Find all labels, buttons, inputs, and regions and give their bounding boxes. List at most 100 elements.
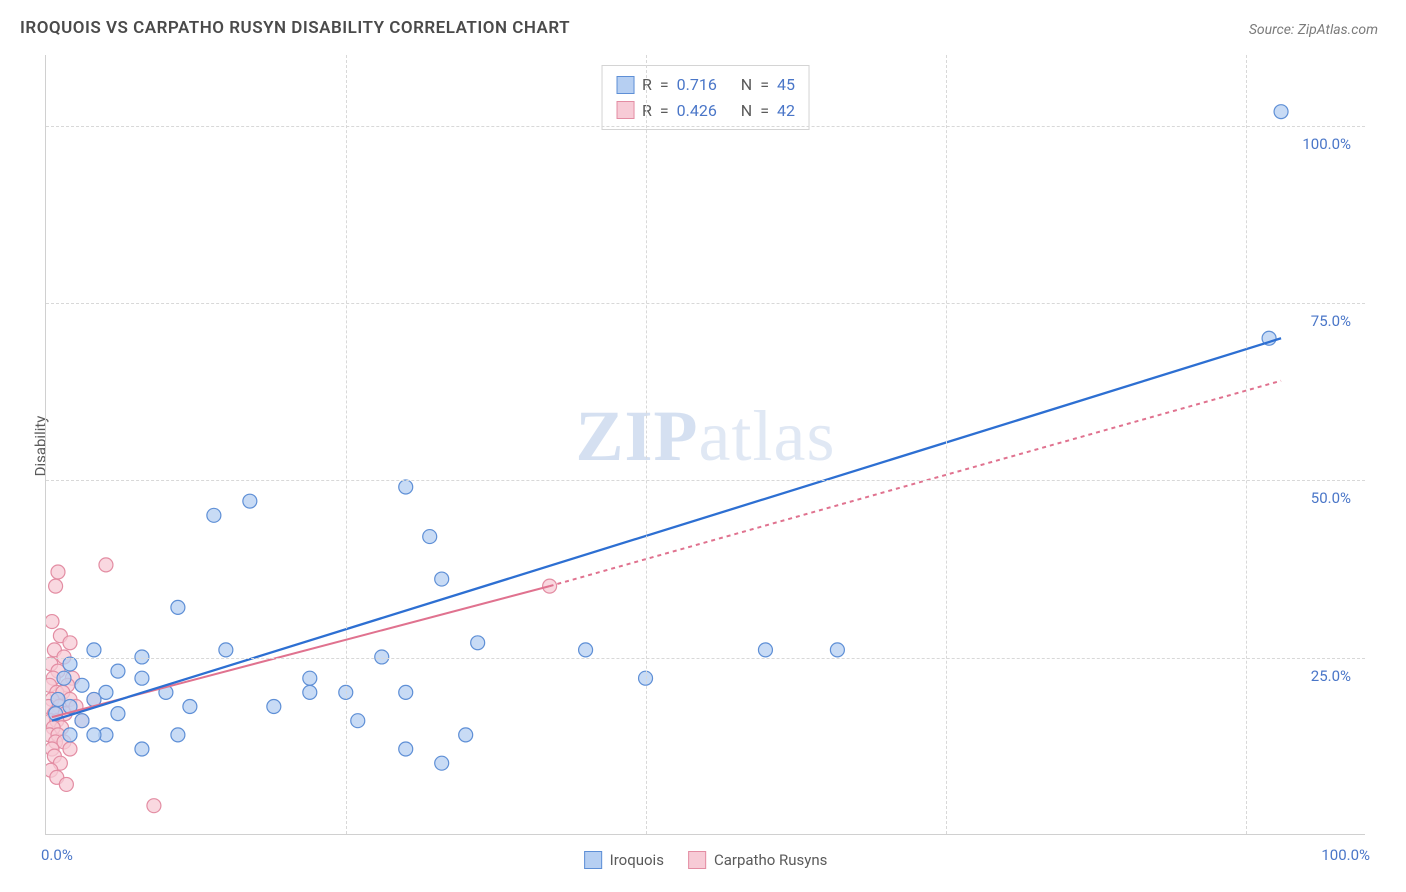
scatter-point xyxy=(53,629,67,643)
watermark-atlas: atlas xyxy=(699,396,836,476)
scatter-point xyxy=(99,558,113,572)
scatter-point xyxy=(63,700,77,714)
scatter-point xyxy=(61,678,75,692)
scatter-point xyxy=(47,707,61,721)
x-tick-label: 0.0% xyxy=(41,846,73,864)
chart-svg xyxy=(46,55,1365,834)
scatter-point xyxy=(303,671,317,685)
scatter-point xyxy=(135,742,149,756)
gridline-h xyxy=(46,480,1365,481)
scatter-point xyxy=(46,714,58,728)
gridline-v xyxy=(946,55,947,834)
scatter-point xyxy=(69,700,83,714)
stat-r-blue: 0.716 xyxy=(677,72,717,98)
watermark-zip: ZIP xyxy=(576,396,699,476)
legend-item-iroquois: Iroquois xyxy=(584,851,664,869)
chart-plot-area: ZIPatlas R = 0.716 N = 45 R = 0.426 N = … xyxy=(45,55,1365,835)
scatter-point xyxy=(49,707,63,721)
scatter-point xyxy=(58,707,72,721)
scatter-point xyxy=(399,480,413,494)
scatter-point xyxy=(87,643,101,657)
stat-row-iroquois: R = 0.716 N = 45 xyxy=(616,72,795,98)
bottom-legend: Iroquois Carpatho Rusyns xyxy=(584,851,828,869)
gridline-v xyxy=(646,55,647,834)
scatter-point xyxy=(159,685,173,699)
scatter-point xyxy=(46,671,60,685)
stat-n-blue: 45 xyxy=(777,72,795,98)
chart-title: IROQUOIS VS CARPATHO RUSYN DISABILITY CO… xyxy=(20,18,570,38)
scatter-point xyxy=(63,742,77,756)
gridline-h xyxy=(46,126,1365,127)
x-tick-label: 100.0% xyxy=(1321,846,1370,864)
stat-eq: = xyxy=(660,98,669,124)
scatter-point xyxy=(63,657,77,671)
scatter-point xyxy=(46,700,55,714)
scatter-point xyxy=(147,799,161,813)
gridline-v xyxy=(1246,55,1247,834)
stat-eq: = xyxy=(760,98,769,124)
scatter-point xyxy=(99,728,113,742)
scatter-point xyxy=(758,643,772,657)
scatter-point xyxy=(49,579,63,593)
y-tick-label: 100.0% xyxy=(1298,135,1355,153)
gridline-h xyxy=(46,303,1365,304)
scatter-point xyxy=(75,678,89,692)
scatter-point xyxy=(87,692,101,706)
scatter-point xyxy=(53,756,67,770)
stat-eq: = xyxy=(760,72,769,98)
scatter-point xyxy=(57,671,71,685)
scatter-point xyxy=(87,692,101,706)
gridline-h xyxy=(46,658,1365,659)
scatter-point xyxy=(303,685,317,699)
scatter-point xyxy=(423,530,437,544)
scatter-point xyxy=(65,671,79,685)
scatter-point xyxy=(56,685,70,699)
scatter-point xyxy=(579,643,593,657)
scatter-point xyxy=(46,721,60,735)
stat-eq: = xyxy=(660,72,669,98)
scatter-point xyxy=(111,707,125,721)
scatter-point xyxy=(46,763,58,777)
scatter-point xyxy=(1262,331,1276,345)
scatter-point xyxy=(435,756,449,770)
scatter-point xyxy=(47,643,61,657)
scatter-point xyxy=(47,749,61,763)
scatter-point xyxy=(219,643,233,657)
legend-label-iroquois: Iroquois xyxy=(610,851,664,869)
scatter-point xyxy=(171,728,185,742)
scatter-point xyxy=(51,664,65,678)
scatter-point xyxy=(51,565,65,579)
scatter-point xyxy=(99,685,113,699)
scatter-point xyxy=(63,728,77,742)
source-label: Source: ZipAtlas.com xyxy=(1249,22,1378,38)
scatter-point xyxy=(50,714,64,728)
stat-n-pink: 42 xyxy=(777,98,795,124)
scatter-point xyxy=(46,657,58,671)
scatter-point xyxy=(75,714,89,728)
scatter-point xyxy=(207,508,221,522)
scatter-point xyxy=(49,735,63,749)
correlation-stats-box: R = 0.716 N = 45 R = 0.426 N = 42 xyxy=(601,65,810,130)
trend-line-carpatho xyxy=(52,586,550,717)
scatter-point xyxy=(63,692,77,706)
stat-row-carpatho: R = 0.426 N = 42 xyxy=(616,98,795,124)
stat-n-label: N xyxy=(741,72,752,98)
scatter-point xyxy=(243,494,257,508)
scatter-point xyxy=(51,692,65,706)
scatter-point xyxy=(1274,105,1288,119)
scatter-point xyxy=(267,700,281,714)
scatter-point xyxy=(55,721,69,735)
scatter-point xyxy=(51,728,65,742)
stat-n-label: N xyxy=(741,98,752,124)
scatter-point xyxy=(50,770,64,784)
trend-line-carpatho-dash xyxy=(550,381,1281,586)
swatch-blue-icon xyxy=(584,851,602,869)
scatter-point xyxy=(46,728,57,742)
scatter-point xyxy=(435,572,449,586)
scatter-point xyxy=(111,664,125,678)
scatter-point xyxy=(46,678,57,692)
scatter-point xyxy=(75,714,89,728)
scatter-point xyxy=(50,685,64,699)
scatter-point xyxy=(52,700,66,714)
scatter-point xyxy=(171,600,185,614)
